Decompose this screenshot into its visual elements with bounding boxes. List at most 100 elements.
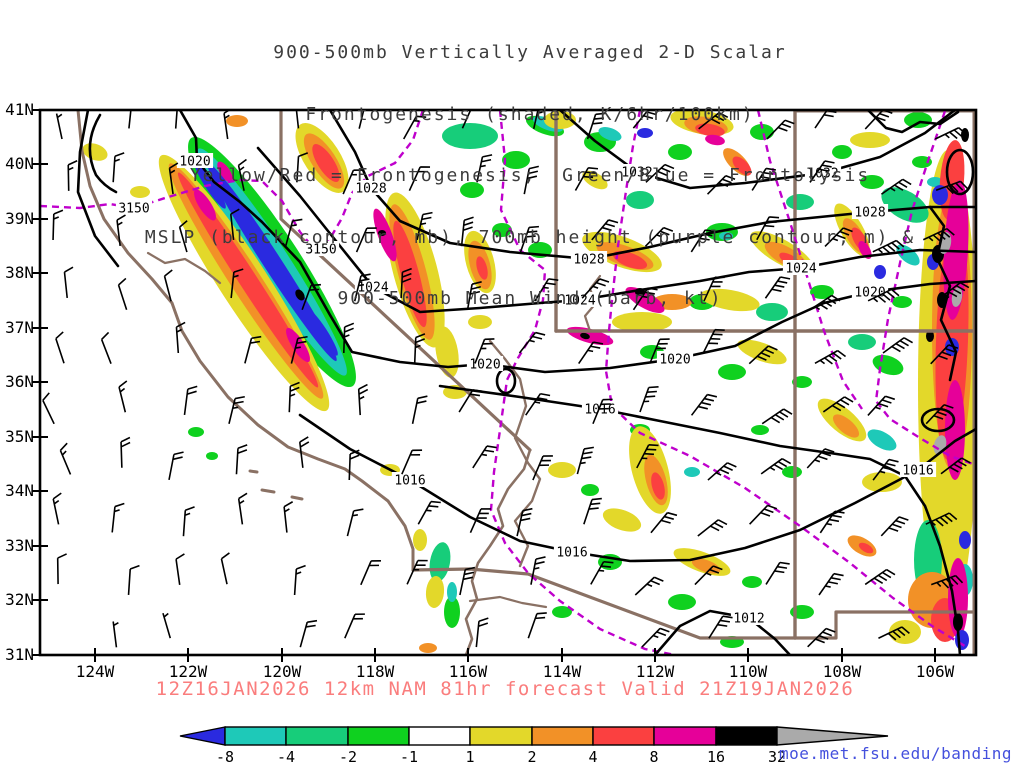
wind-barb (761, 408, 793, 425)
wind-barb (748, 345, 778, 365)
lon-tick-label: 118W (356, 662, 395, 681)
title-line-5: 900-500mb Mean Wind (barb, kt) (337, 288, 723, 309)
contour-label: 1028 (355, 182, 386, 197)
colorbar-tick-label: -4 (277, 748, 295, 766)
wind-barb (940, 457, 971, 475)
contour-label: 1024 (785, 262, 816, 277)
forecast-valid-text: 12Z16JAN2026 12km NAM 81hr forecast Vali… (155, 678, 855, 700)
shading-blob (286, 327, 310, 363)
wind-barb (649, 338, 670, 364)
shading-blob (626, 191, 654, 209)
wind-barb (342, 322, 355, 354)
wind-barb (867, 288, 900, 303)
wind-barb (413, 333, 426, 364)
shading-blob (580, 332, 590, 340)
wind-barb (475, 617, 489, 648)
shading-blob (598, 127, 622, 141)
wind-barb (237, 492, 248, 525)
contour-label-box (730, 610, 768, 625)
lat-tick-label: 31N (5, 645, 34, 664)
colorbar-tick-label: 2 (527, 748, 536, 766)
lat-tick-label: 35N (5, 427, 34, 446)
shading-blob (612, 250, 648, 270)
colorbar-tick-label: 1 (465, 748, 474, 766)
site-link[interactable]: moe.met.fsu.edu/banding (778, 744, 1012, 763)
wind-barb (162, 612, 172, 639)
wind-barb (175, 553, 185, 585)
wind-barb (581, 278, 610, 299)
wind-barb (301, 283, 321, 311)
colorbar-segment (592, 726, 655, 746)
mslp-contour (653, 609, 792, 655)
contour-label-box (618, 164, 656, 179)
wind-barb (290, 335, 308, 364)
contour-label: 1028 (573, 253, 604, 268)
colorbar: -8 -4 -2 -1 1 2 4 8 16 32 (179, 726, 889, 766)
wind-barb (864, 110, 893, 130)
title-line-3: Yellow/Red = Frontogenesis; Green/Blue =… (189, 165, 871, 186)
contour-label: 1028 (854, 206, 885, 221)
wind-barb (645, 163, 675, 183)
wind-barb (639, 385, 659, 413)
shading-blob (177, 172, 319, 388)
wind-barb (288, 381, 300, 413)
contour-label: 1016 (394, 474, 425, 489)
mslp-contour-loop (920, 407, 956, 433)
shading-blob (782, 466, 802, 478)
wind-barb (117, 277, 128, 310)
wind-barb (818, 572, 844, 596)
lon-tick-label: 110W (729, 662, 768, 681)
wind-barb (111, 502, 125, 533)
wind-barb (574, 167, 599, 191)
wind-barb (411, 395, 428, 424)
contour-label-box (570, 251, 608, 266)
mslp-contour-loop (495, 367, 517, 395)
wind-barb (525, 392, 551, 416)
shading-blob (792, 376, 812, 388)
wind-barb (814, 349, 847, 365)
lat-tick-label: 37N (5, 318, 34, 337)
wind-barb (283, 501, 294, 533)
wind-barb (634, 576, 664, 596)
wind-barb (925, 404, 954, 425)
contour-label: 1020 (659, 353, 690, 368)
wind-barb (355, 227, 377, 253)
wind-barb (867, 395, 896, 416)
shading-blob (719, 232, 733, 240)
shading-blob (602, 508, 642, 532)
shading-blob (413, 529, 427, 551)
lon-tick-label: 116W (449, 662, 488, 681)
wind-barb (925, 512, 958, 527)
wind-barb (814, 110, 837, 129)
title-line-2: Frontogenesis (shaded, K/6hr/100km) (305, 103, 755, 125)
wind-barb (586, 112, 606, 140)
lon-tick-label: 124W (76, 662, 115, 681)
wind-barb (644, 226, 674, 247)
colorbar-tick-label: 32 (768, 748, 786, 766)
wind-barb (703, 276, 725, 302)
wind-barb (650, 511, 678, 534)
contour-labels-layer: 1020 3150 1028 3150 1024 1032 1032 1028 1028 1024… (115, 153, 937, 627)
shading-blob (684, 467, 700, 477)
lon-tick-label: 122W (169, 662, 208, 681)
lat-tick-label: 33N (5, 536, 34, 555)
shading-blob (742, 576, 762, 588)
wind-barb (934, 127, 967, 140)
colorbar-right-arrow (776, 726, 889, 746)
shading-blob (912, 156, 932, 168)
wind-barb (416, 211, 433, 241)
title-block: 900-500mb Vertically Averaged 2-D Scalar… (0, 2, 1024, 351)
colorbar-tick-label: 4 (588, 748, 597, 766)
contour-label-box (656, 351, 694, 366)
wind-barb (400, 267, 412, 299)
wind-barb (67, 159, 78, 191)
lon-tick-label: 112W (636, 662, 675, 681)
shading-blob (442, 123, 498, 149)
shading-blob (892, 296, 912, 308)
shading-blob (705, 134, 725, 146)
wind-barb (461, 110, 472, 129)
lon-tick-label: 114W (543, 662, 582, 681)
title-line-1: 900-500mb Vertically Averaged 2-D Scalar (273, 42, 787, 63)
wind-barb (296, 152, 309, 183)
wind-barb (882, 337, 913, 354)
